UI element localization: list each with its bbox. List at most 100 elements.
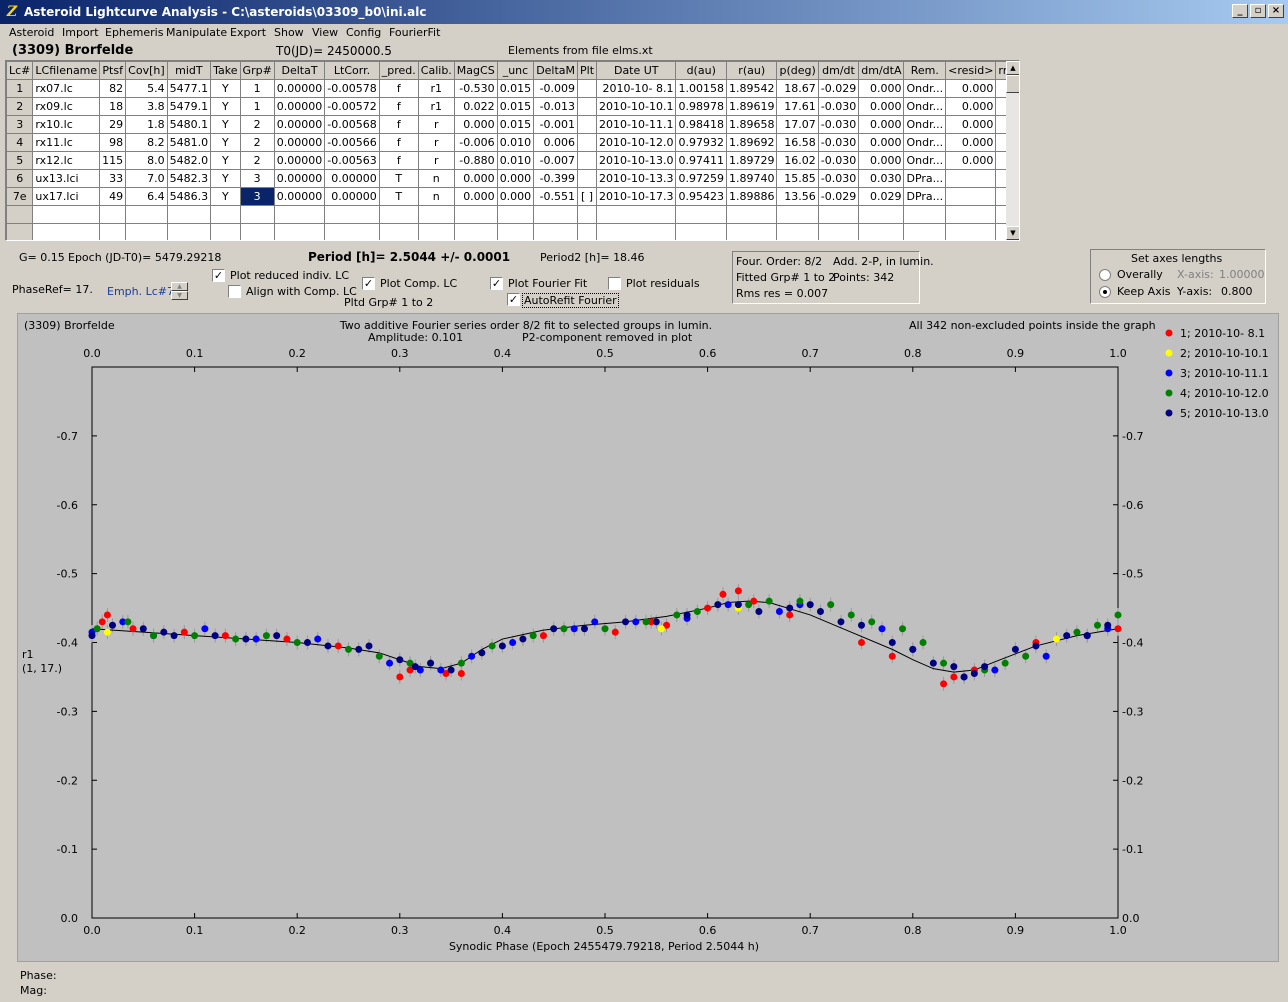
column-header[interactable]: <resid>: [945, 61, 997, 80]
table-cell[interactable]: 2010-10-17.3: [596, 187, 677, 206]
table-cell[interactable]: 0.97411: [675, 151, 727, 170]
column-header[interactable]: Plt: [577, 61, 598, 80]
table-cell[interactable]: [945, 223, 997, 240]
row-header[interactable]: 5: [6, 151, 34, 170]
table-cell[interactable]: [239, 205, 275, 224]
table-cell[interactable]: 0.000: [858, 151, 905, 170]
column-header[interactable]: Cov[h]: [125, 61, 168, 80]
table-cell[interactable]: [675, 223, 727, 240]
table-cell[interactable]: T: [378, 187, 419, 206]
table-cell[interactable]: rx12.lc: [32, 151, 101, 170]
lightcurve-grid[interactable]: Lc# LCfilename Ptsf Cov[h] midT Take Grp# Delta…: [5, 60, 1020, 241]
table-cell[interactable]: 0.00000: [273, 133, 326, 152]
table-row[interactable]: 1 rx07.lc 82 5.4 5477.1 Y 1 0.00000 -0.00578 f r1-…: [6, 79, 1019, 98]
table-cell[interactable]: [675, 205, 727, 224]
table-cell[interactable]: [945, 205, 997, 224]
table-cell[interactable]: 33: [99, 169, 127, 188]
table-cell[interactable]: 0.000: [945, 115, 997, 134]
table-cell[interactable]: 2: [239, 151, 275, 170]
table-cell[interactable]: [99, 205, 127, 224]
column-header[interactable]: Calib.: [417, 61, 455, 80]
column-header[interactable]: Lc#: [6, 61, 34, 80]
table-cell[interactable]: 3: [239, 169, 275, 188]
table-cell[interactable]: Y: [210, 169, 241, 188]
table-cell[interactable]: -0.530: [453, 79, 498, 98]
table-cell[interactable]: Ondr...: [903, 151, 947, 170]
minimize-button[interactable]: _: [1232, 4, 1248, 18]
table-cell[interactable]: -0.009: [533, 79, 579, 98]
table-cell[interactable]: r1: [417, 79, 455, 98]
table-cell[interactable]: 2: [239, 133, 275, 152]
table-cell[interactable]: f: [378, 79, 419, 98]
row-header[interactable]: [6, 223, 34, 240]
table-cell[interactable]: [577, 169, 598, 188]
table-cell[interactable]: [903, 223, 947, 240]
table-cell[interactable]: 5481.0: [166, 133, 212, 152]
table-cell[interactable]: 0.98978: [675, 97, 727, 116]
table-cell[interactable]: 16.02: [776, 151, 819, 170]
table-cell[interactable]: [776, 223, 819, 240]
table-cell[interactable]: 1: [239, 97, 275, 116]
table-cell[interactable]: T: [378, 169, 419, 188]
column-header[interactable]: LtCorr.: [324, 61, 380, 80]
table-cell[interactable]: [210, 223, 241, 240]
table-cell[interactable]: 98: [99, 133, 127, 152]
table-cell[interactable]: -0.006: [453, 133, 498, 152]
table-cell[interactable]: [577, 115, 598, 134]
table-cell[interactable]: 1.89658: [725, 115, 778, 134]
yaxis-value[interactable]: 0.800: [1221, 285, 1253, 298]
table-cell[interactable]: 1.89740: [725, 169, 778, 188]
table-cell[interactable]: 0.00000: [324, 169, 380, 188]
table-cell[interactable]: 3: [239, 187, 275, 206]
table-cell[interactable]: [577, 133, 598, 152]
table-scrollbar[interactable]: ▲ ▼: [1006, 61, 1019, 240]
table-cell[interactable]: [533, 205, 579, 224]
menu-fourierfit[interactable]: FourierFit: [389, 26, 441, 39]
table-cell[interactable]: 0.000: [496, 187, 535, 206]
table-cell[interactable]: rx09.lc: [32, 97, 101, 116]
table-cell[interactable]: [453, 205, 498, 224]
table-cell[interactable]: [273, 205, 326, 224]
table-cell[interactable]: -0.030: [817, 97, 860, 116]
table-cell[interactable]: [324, 223, 380, 240]
table-cell[interactable]: [577, 205, 598, 224]
table-cell[interactable]: 0.029: [858, 187, 905, 206]
table-cell[interactable]: 0.98418: [675, 115, 727, 134]
table-cell[interactable]: 5482.3: [166, 169, 212, 188]
table-cell[interactable]: rx10.lc: [32, 115, 101, 134]
empty-row[interactable]: [6, 205, 1019, 224]
table-cell[interactable]: 5477.1: [166, 79, 212, 98]
table-row[interactable]: 5 rx12.lc 115 8.0 5482.0 Y 2 0.00000 -0.00563 f r -…: [6, 151, 1019, 170]
table-cell[interactable]: r: [417, 151, 455, 170]
table-cell[interactable]: 0.00000: [273, 115, 326, 134]
column-header[interactable]: _unc: [496, 61, 535, 80]
table-cell[interactable]: [903, 205, 947, 224]
table-cell[interactable]: 2010-10-13.3: [596, 169, 677, 188]
column-header[interactable]: Ptsf: [99, 61, 127, 80]
plot-fourier-checkbox[interactable]: ✓: [490, 277, 503, 290]
table-cell[interactable]: 15.85: [776, 169, 819, 188]
table-cell[interactable]: 0.000: [858, 115, 905, 134]
table-cell[interactable]: [239, 223, 275, 240]
table-cell[interactable]: [32, 205, 101, 224]
row-header[interactable]: 4: [6, 133, 34, 152]
table-cell[interactable]: -0.007: [533, 151, 579, 170]
table-cell[interactable]: 1.89729: [725, 151, 778, 170]
table-cell[interactable]: -0.013: [533, 97, 579, 116]
table-cell[interactable]: Y: [210, 97, 241, 116]
table-cell[interactable]: -0.029: [817, 79, 860, 98]
table-cell[interactable]: n: [417, 169, 455, 188]
scroll-thumb[interactable]: [1006, 75, 1019, 93]
table-cell[interactable]: 0.000: [858, 79, 905, 98]
table-cell[interactable]: [945, 187, 997, 206]
column-header[interactable]: Take: [210, 61, 241, 80]
table-cell[interactable]: Y: [210, 79, 241, 98]
table-cell[interactable]: 1.89886: [725, 187, 778, 206]
table-cell[interactable]: -0.030: [817, 115, 860, 134]
table-cell[interactable]: [378, 205, 419, 224]
table-cell[interactable]: ux17.lci: [32, 187, 101, 206]
row-header[interactable]: 1: [6, 79, 34, 98]
table-cell[interactable]: [32, 223, 101, 240]
table-cell[interactable]: 0.015: [496, 115, 535, 134]
column-header[interactable]: Date UT: [596, 61, 677, 80]
